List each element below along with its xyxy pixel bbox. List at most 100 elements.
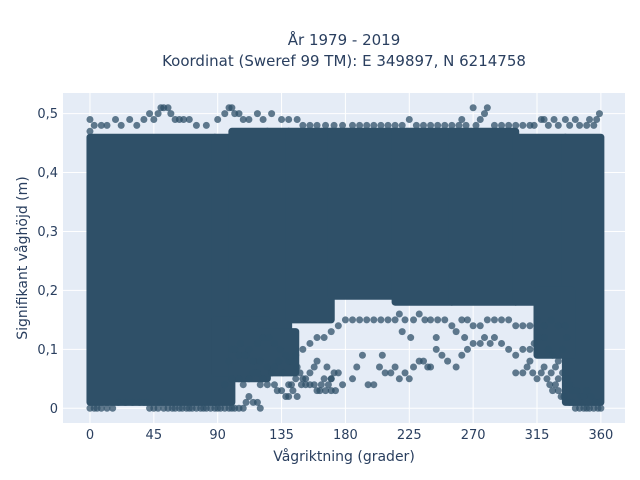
data-point [293,363,301,371]
data-point [253,339,261,347]
data-point [245,345,253,353]
data-point [256,357,264,365]
data-point [313,334,321,342]
data-point [540,334,548,342]
data-point [410,363,418,371]
data-point [278,387,286,395]
data-point [253,110,261,118]
data-point [476,339,484,347]
data-point [483,104,491,112]
data-point [540,322,548,330]
dense-region [86,133,219,406]
data-point [597,404,605,412]
data-point [391,316,399,324]
data-point [595,110,603,118]
data-point [235,351,243,359]
data-point [498,339,506,347]
data-point [306,339,314,347]
data-point [236,339,244,347]
x-tick-label: 135 [269,428,294,443]
data-point [498,316,506,324]
data-point [275,357,283,365]
data-point [334,322,342,330]
x-tick-label: 45 [146,428,163,443]
data-point [256,381,264,389]
data-point [221,110,229,118]
dense-region [228,127,271,342]
data-point [276,345,284,353]
data-point [245,392,253,400]
data-point [349,375,357,383]
data-point [377,121,385,129]
data-point [526,357,534,365]
data-point [398,328,406,336]
data-point [398,121,406,129]
data-point [180,116,188,124]
data-point [463,316,471,324]
data-point [551,363,559,371]
data-point [537,369,545,377]
data-point [270,381,278,389]
data-point [378,351,386,359]
data-point [334,369,342,377]
data-point [302,375,310,383]
data-point [444,357,452,365]
y-tick-label: 0,1 [37,343,58,358]
data-point [563,334,571,342]
data-point [554,322,562,330]
data-point [533,375,541,383]
data-point [259,375,267,383]
data-point [356,316,364,324]
data-point [427,363,435,371]
data-point [472,121,480,129]
data-point [287,357,295,365]
x-tick-label: 270 [461,428,486,443]
dense-region [448,127,520,306]
data-point [103,121,111,129]
data-point [554,375,562,383]
data-point [490,316,498,324]
data-point [330,121,338,129]
data-point [549,387,557,395]
x-tick-label: 90 [209,428,226,443]
data-point [547,316,555,324]
data-point [109,404,117,412]
data-point [505,316,513,324]
data-point [568,398,576,406]
data-point [387,369,395,377]
data-point [490,121,498,129]
data-point [544,345,552,353]
data-point [593,116,601,124]
data-point [167,110,175,118]
data-point [540,363,548,371]
data-point [519,345,527,353]
data-point [559,345,567,353]
data-point [544,121,552,129]
data-point [339,381,347,389]
data-point [353,363,361,371]
data-point [395,310,403,318]
data-point [587,392,595,400]
data-point [235,110,243,118]
data-point [554,121,562,129]
data-point [434,316,442,324]
data-point [282,351,290,359]
data-point [322,121,330,129]
data-point [253,398,261,406]
data-point [458,116,466,124]
data-point [245,375,253,383]
dense-region [561,133,605,406]
data-point [550,116,558,124]
data-point [549,351,557,359]
data-point [154,404,162,412]
y-axis-ticks: 0 0,1 0,2 0,3 0,4 0,5 [37,107,58,417]
data-point [455,121,463,129]
y-tick-label: 0,3 [37,225,58,240]
data-point [270,339,278,347]
data-point [571,116,579,124]
y-tick-label: 0,2 [37,284,58,299]
data-point [441,316,449,324]
data-point [322,387,330,395]
data-point [432,334,440,342]
data-point [512,351,520,359]
